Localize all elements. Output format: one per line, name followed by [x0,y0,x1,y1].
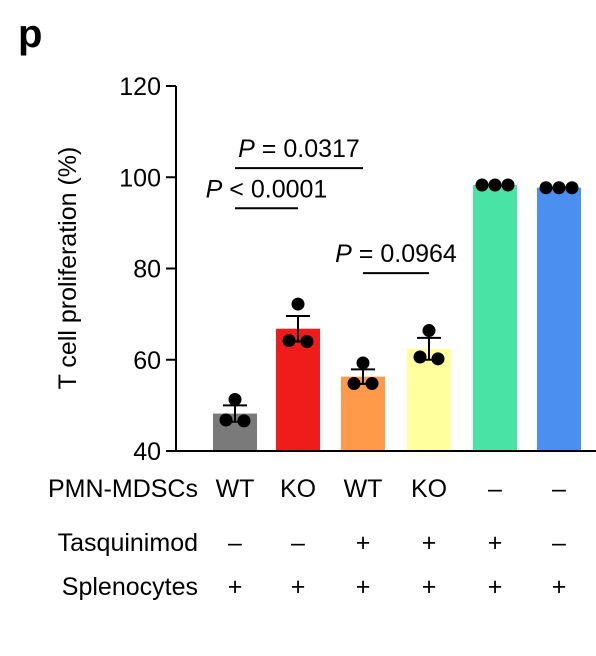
data-point [228,392,242,406]
data-point [552,181,566,195]
condition-cell: – [291,529,305,557]
p-value-label-2: P = 0.0317 [238,135,360,163]
condition-cell: + [488,573,503,601]
condition-cell: KO [280,475,316,503]
condition-cell: + [422,529,437,557]
p-symbol: P [238,135,255,163]
condition-cell: + [422,573,437,601]
condition-cell: + [291,573,306,601]
condition-cell: + [552,573,567,601]
data-point [431,352,445,366]
condition-cell: KO [411,475,447,503]
condition-cell: WT [216,475,255,503]
condition-row-label: PMN-MDSCs [48,475,198,503]
data-point [219,413,233,427]
condition-cell: – [488,475,502,503]
data-point [291,297,305,311]
condition-cell: – [552,529,566,557]
y-tick-label: 80 [133,256,161,284]
p-value-text: < 0.0001 [222,175,327,203]
condition-cell: + [356,573,371,601]
condition-cell: – [552,475,566,503]
data-point [422,324,436,338]
bar-3 [341,376,385,451]
panel-label: p [18,12,43,56]
bar-4 [407,348,451,451]
data-point [501,178,515,192]
data-point [282,334,296,348]
p-symbol: P [206,175,223,203]
data-point [237,414,251,428]
condition-cell: + [356,529,371,557]
condition-cell: – [228,529,242,557]
p-value-label-3: P = 0.0964 [335,240,457,268]
condition-row-label: Tasquinimod [58,529,198,557]
data-point [565,181,579,195]
p-value-text: = 0.0317 [255,135,360,163]
p-value-text: = 0.0964 [352,240,457,268]
data-point [300,335,314,348]
p-symbol: P [335,240,352,268]
condition-cell: WT [344,475,383,503]
data-point [475,178,489,192]
y-tick-label: 120 [119,73,161,101]
bar-5 [473,185,517,451]
p-value-label-1: P < 0.0001 [206,175,328,203]
bar-6 [537,187,581,451]
condition-row-label: Splenocytes [62,573,198,601]
data-point [539,181,553,195]
data-point [488,178,502,192]
data-point [356,356,370,370]
y-tick-label: 60 [133,347,161,375]
bar-2 [276,328,320,451]
data-point [413,350,427,364]
condition-cell: + [228,573,243,601]
y-tick-label: 40 [133,438,161,466]
y-tick-label: 100 [119,164,161,192]
condition-cell: + [488,529,503,557]
data-point [365,376,379,390]
y-axis-title: T cell proliferation (%) [54,147,82,390]
data-point [347,376,361,390]
